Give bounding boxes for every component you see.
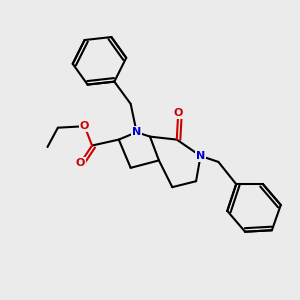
Text: O: O xyxy=(80,121,89,131)
Text: O: O xyxy=(173,108,183,118)
Text: N: N xyxy=(132,127,141,137)
Text: N: N xyxy=(196,151,205,161)
Text: O: O xyxy=(76,158,85,168)
